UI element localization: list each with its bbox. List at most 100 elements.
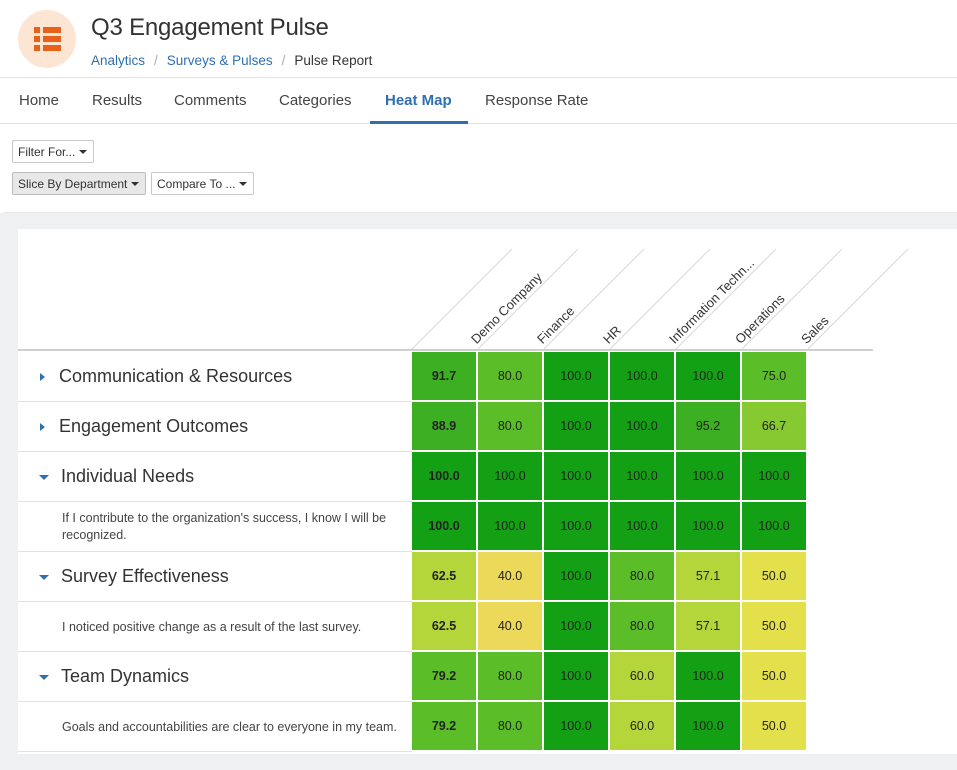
heat-map-cell[interactable]: 100.0 — [676, 702, 741, 751]
slice-by-label: Slice By Department — [18, 177, 128, 191]
heat-map-cell[interactable]: 57.1 — [676, 552, 741, 601]
heat-map-cell[interactable]: 100.0 — [676, 452, 741, 501]
heat-map-cell[interactable]: 100.0 — [544, 352, 609, 401]
heat-map-cell[interactable]: 80.0 — [610, 552, 675, 601]
heat-map-cell[interactable]: 100.0 — [478, 452, 543, 501]
question-row: I noticed positive change as a result of… — [18, 602, 412, 652]
heat-map-cell[interactable]: 100.0 — [544, 702, 609, 751]
heat-map-cell[interactable]: 100.0 — [676, 502, 741, 551]
question-label: I noticed positive change as a result of… — [62, 620, 362, 634]
heat-map-cell[interactable]: 50.0 — [742, 652, 807, 701]
slice-by-dropdown[interactable]: Slice By Department — [12, 172, 147, 195]
breadcrumb-analytics[interactable]: Analytics — [91, 53, 146, 68]
heat-map-cell[interactable]: 91.7 — [412, 352, 477, 401]
heat-map-cell[interactable]: 100.0 — [544, 452, 609, 501]
heat-map-cell[interactable]: 100.0 — [610, 452, 675, 501]
question-row: Goals and accountabilities are clear to … — [18, 702, 412, 752]
category-row[interactable]: Individual Needs — [18, 452, 412, 502]
heat-map-cell[interactable]: 100.0 — [412, 502, 477, 551]
heat-map-cell[interactable]: 60.0 — [610, 652, 675, 701]
compare-to-dropdown[interactable]: Compare To ... — [151, 172, 255, 195]
heat-map-cell[interactable]: 50.0 — [742, 602, 807, 651]
column-divider-line — [609, 248, 711, 350]
heat-map-cell[interactable]: 80.0 — [478, 702, 543, 751]
caret-right-icon[interactable] — [40, 373, 45, 381]
category-label: Engagement Outcomes — [59, 416, 249, 436]
active-tab-indicator — [370, 121, 468, 124]
tab-categories[interactable]: Categories — [279, 92, 352, 109]
category-label: Survey Effectiveness — [61, 566, 229, 586]
column-divider-line — [543, 248, 645, 350]
heat-map-cell[interactable]: 80.0 — [610, 602, 675, 651]
column-header-grid — [411, 248, 909, 350]
heat-map-cell[interactable]: 100.0 — [544, 502, 609, 551]
tab-response-rate[interactable]: Response Rate — [485, 92, 589, 109]
heat-map-cell[interactable]: 100.0 — [610, 352, 675, 401]
filter-bar: Filter For... Slice By Department Compar… — [3, 124, 957, 213]
category-label: Communication & Resources — [59, 366, 293, 386]
heat-map-cell[interactable]: 80.0 — [478, 352, 543, 401]
tab-bar: Home Results Comments Categories Heat Ma… — [0, 79, 957, 124]
heat-map-cell[interactable]: 66.7 — [742, 402, 807, 451]
caret-down-icon — [239, 181, 248, 186]
heat-map-cell[interactable]: 40.0 — [478, 552, 543, 601]
caret-down-icon — [79, 149, 88, 154]
heat-map-cell[interactable]: 88.9 — [412, 402, 477, 451]
heat-map-cell[interactable]: 100.0 — [676, 652, 741, 701]
heat-map-cell[interactable]: 100.0 — [610, 402, 675, 451]
heat-map-cell[interactable]: 100.0 — [742, 502, 807, 551]
heat-map-cell[interactable]: 100.0 — [412, 452, 477, 501]
column-divider-line — [807, 248, 909, 350]
caret-down-icon[interactable] — [39, 475, 49, 480]
heat-map-cell[interactable]: 100.0 — [478, 502, 543, 551]
page-header: Q3 Engagement Pulse Analytics / Surveys & … — [0, 0, 957, 78]
heat-map-cell[interactable]: 80.0 — [478, 402, 543, 451]
column-divider-line — [477, 248, 579, 350]
caret-right-icon[interactable] — [40, 423, 45, 431]
tab-heat-map[interactable]: Heat Map — [385, 92, 452, 109]
heat-map-cell[interactable]: 95.2 — [676, 402, 741, 451]
heat-map-cell[interactable]: 62.5 — [412, 602, 477, 651]
breadcrumb-surveys[interactable]: Surveys & Pulses — [166, 53, 273, 68]
heat-map-cell[interactable]: 100.0 — [742, 452, 807, 501]
heat-map-cell[interactable]: 60.0 — [610, 702, 675, 751]
category-row[interactable]: Communication & Resources — [18, 352, 412, 402]
header-divider — [18, 349, 873, 351]
heat-map-cell[interactable]: 62.5 — [412, 552, 477, 601]
question-label: Goals and accountabilities are clear to … — [62, 720, 397, 734]
column-divider-line — [741, 248, 843, 350]
caret-down-icon — [131, 181, 140, 186]
heat-map-cell[interactable]: 100.0 — [676, 352, 741, 401]
list-icon — [18, 10, 76, 68]
category-row[interactable]: Engagement Outcomes — [18, 402, 412, 452]
heat-map-cell[interactable]: 100.0 — [544, 652, 609, 701]
filter-for-dropdown[interactable]: Filter For... — [12, 140, 95, 163]
breadcrumb-separator: / — [154, 53, 158, 68]
tab-home[interactable]: Home — [19, 92, 60, 109]
heat-map-cell[interactable]: 100.0 — [544, 602, 609, 651]
breadcrumb-separator: / — [281, 53, 286, 68]
heat-map-cell[interactable]: 100.0 — [544, 552, 609, 601]
heat-map-cell[interactable]: 100.0 — [610, 502, 675, 551]
heat-map-cell[interactable]: 79.2 — [412, 702, 477, 751]
category-row[interactable]: Team Dynamics — [18, 652, 412, 702]
heat-map-cell[interactable]: 100.0 — [544, 402, 609, 451]
caret-down-icon[interactable] — [39, 675, 49, 680]
column-divider-line — [411, 248, 513, 350]
heat-map-cell[interactable]: 50.0 — [742, 702, 807, 751]
heat-map-cell[interactable]: 79.2 — [412, 652, 477, 701]
tab-comments[interactable]: Comments — [174, 92, 247, 109]
heat-map-cell[interactable]: 80.0 — [478, 652, 543, 701]
category-row[interactable]: Survey Effectiveness — [18, 552, 412, 602]
page-title: Q3 Engagement Pulse — [91, 14, 329, 41]
heat-map-cell[interactable]: 57.1 — [676, 602, 741, 651]
heat-map-cell[interactable]: 40.0 — [478, 602, 543, 651]
column-divider-line — [675, 248, 777, 350]
heat-map-cell[interactable]: 75.0 — [742, 352, 807, 401]
caret-down-icon[interactable] — [39, 575, 49, 580]
category-label: Team Dynamics — [61, 666, 190, 686]
heat-map-cell[interactable]: 50.0 — [742, 552, 807, 601]
tab-results[interactable]: Results — [92, 92, 143, 109]
filter-for-label: Filter For... — [18, 145, 76, 159]
